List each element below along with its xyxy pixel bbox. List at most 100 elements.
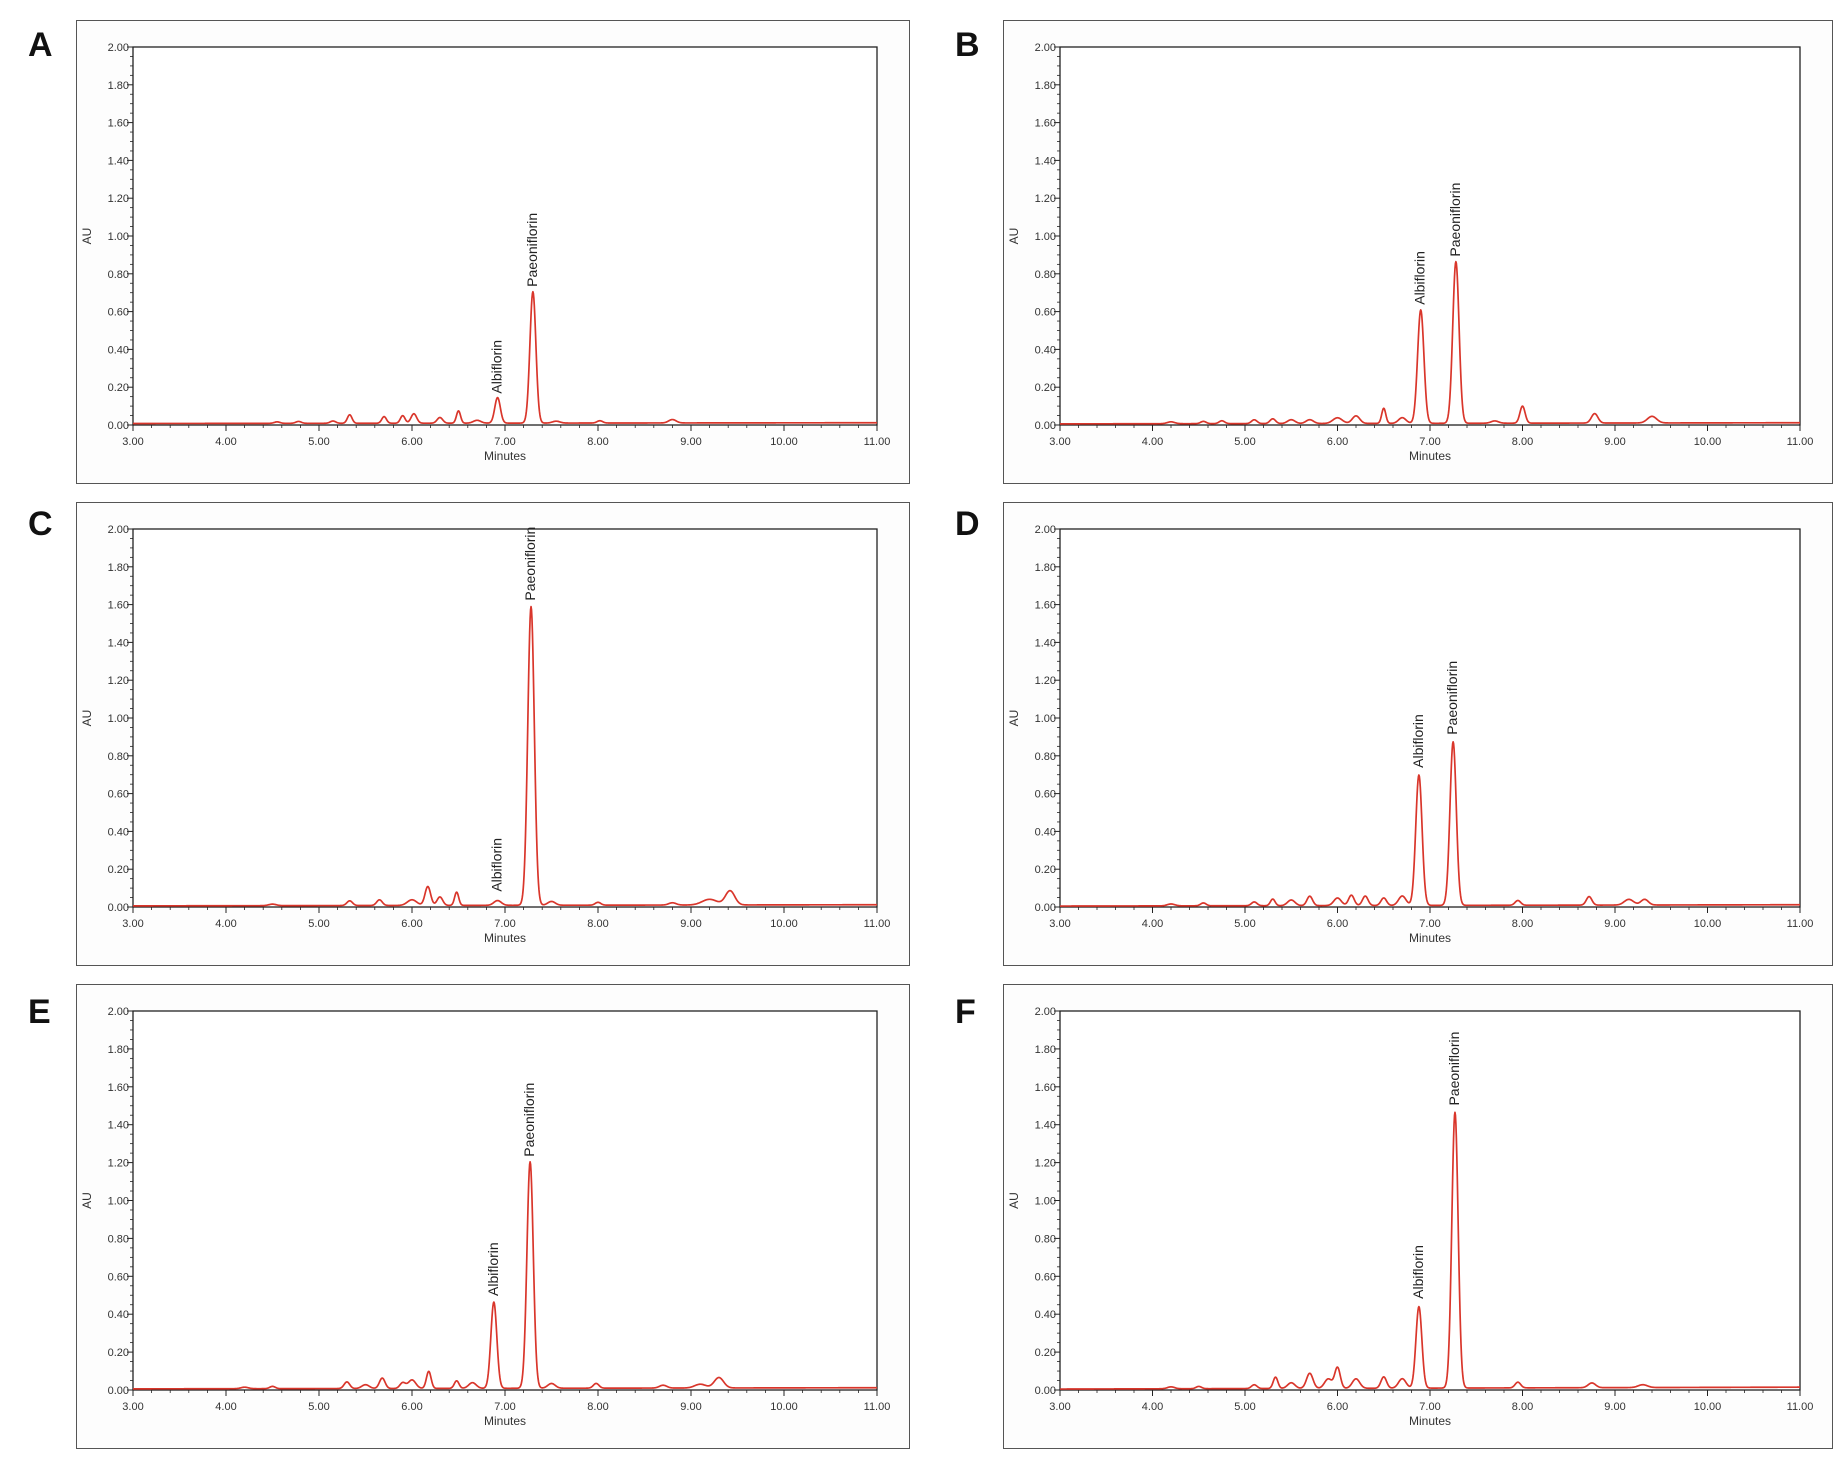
panel-label-f: F [955, 993, 976, 1031]
y-tick-label: 1.00 [108, 231, 129, 243]
x-tick-label: 4.00 [1142, 1401, 1163, 1413]
x-tick-label: 11.00 [864, 918, 891, 930]
plot-area [132, 528, 878, 908]
plot-area [1059, 46, 1801, 426]
x-tick-label: 9.00 [680, 918, 701, 930]
y-tick-label: 1.00 [1035, 1196, 1056, 1208]
y-tick-label: 0.80 [1035, 751, 1056, 763]
chromatogram-svg: 3.00 4.00 5.00 6.00 7.00 8.00 9.00 10.00 11.00 0.… [80, 42, 891, 463]
peak-annotation: Paeoniflorin [522, 527, 538, 601]
x-axis-label: Minutes [484, 1414, 526, 1428]
chromatogram-trace [1059, 741, 1801, 907]
x-tick-label: 6.00 [401, 1401, 422, 1413]
x-tick-label: 10.00 [770, 1401, 798, 1413]
x-tick-label: 10.00 [1694, 436, 1722, 448]
y-tick-label: 0.40 [108, 344, 129, 356]
y-tick-label: 2.00 [108, 1006, 129, 1018]
x-tick-label: 3.00 [122, 1401, 143, 1413]
chromatogram-trace [132, 605, 878, 907]
y-tick-label: 1.40 [1035, 155, 1056, 167]
chart-panel-b: 3.00 4.00 5.00 6.00 7.00 8.00 9.00 10.00 11.00 0.… [1003, 20, 1833, 484]
y-tick-label: 1.20 [1035, 1158, 1056, 1170]
y-tick-label: 1.60 [108, 118, 129, 130]
y-tick-label: 1.60 [108, 1082, 129, 1094]
x-tick-label: 11.00 [1787, 918, 1814, 930]
panel-label-c: C [28, 505, 53, 543]
y-tick-label: 0.80 [108, 1233, 129, 1245]
y-tick-label: 0.00 [108, 420, 129, 432]
y-tick-label: 0.20 [1035, 864, 1056, 876]
x-axis-label: Minutes [1409, 1414, 1451, 1428]
x-tick-label: 3.00 [1049, 1401, 1070, 1413]
y-tick-label: 1.40 [1035, 637, 1056, 649]
x-tick-label: 6.00 [1327, 436, 1348, 448]
y-tick-label: 2.00 [108, 42, 129, 54]
y-tick-label: 0.00 [1035, 420, 1056, 432]
y-tick-label: 1.60 [1035, 600, 1056, 612]
y-tick-label: 2.00 [1035, 524, 1056, 536]
y-tick-label: 0.20 [108, 864, 129, 876]
y-tick-label: 0.20 [108, 1347, 129, 1359]
plot-area [1059, 1010, 1801, 1391]
y-tick-label: 0.80 [1035, 1233, 1056, 1245]
y-tick-label: 0.40 [1035, 826, 1056, 838]
x-tick-label: 3.00 [1049, 436, 1070, 448]
x-axis-label: Minutes [1409, 449, 1451, 463]
y-tick-label: 0.60 [108, 307, 129, 319]
y-tick-label: 0.40 [1035, 344, 1056, 356]
y-axis-label: AU [80, 1192, 94, 1209]
y-tick-label: 1.80 [1035, 562, 1056, 574]
chart-panel-a: 3.00 4.00 5.00 6.00 7.00 8.00 9.00 10.00 11.00 0.… [76, 20, 910, 484]
x-tick-label: 5.00 [1234, 1401, 1255, 1413]
y-tick-label: 1.60 [108, 600, 129, 612]
y-tick-label: 0.20 [108, 382, 129, 394]
x-tick-label: 4.00 [215, 918, 236, 930]
y-tick-label: 1.80 [1035, 80, 1056, 92]
y-axis-label: AU [1007, 710, 1021, 727]
plot-area [132, 46, 878, 426]
y-tick-label: 0.00 [1035, 902, 1056, 914]
y-tick-label: 1.20 [108, 193, 129, 205]
peak-annotation: Paeoniflorin [1446, 1032, 1462, 1106]
y-axis-label: AU [80, 228, 94, 245]
peak-annotation: Albiflorin [489, 838, 505, 892]
y-tick-label: 0.60 [108, 789, 129, 801]
x-tick-label: 10.00 [1694, 918, 1722, 930]
x-axis-label: Minutes [484, 931, 526, 945]
chromatogram-svg: 3.00 4.00 5.00 6.00 7.00 8.00 9.00 10.00 11.00 0.… [1007, 524, 1814, 945]
x-tick-label: 3.00 [122, 436, 143, 448]
x-tick-label: 7.00 [494, 436, 515, 448]
y-tick-label: 1.80 [108, 1044, 129, 1056]
x-tick-label: 7.00 [1419, 1401, 1440, 1413]
x-tick-label: 7.00 [494, 918, 515, 930]
peak-annotation: Paeoniflorin [1447, 183, 1463, 257]
y-tick-label: 1.00 [108, 713, 129, 725]
peak-annotation: Albiflorin [489, 340, 505, 394]
chromatogram-trace [1059, 1111, 1801, 1390]
peak-annotation: Albiflorin [1410, 1245, 1426, 1299]
chromatogram-svg: 3.00 4.00 5.00 6.00 7.00 8.00 9.00 10.00 11.00 0.… [80, 524, 891, 945]
y-axis-label: AU [80, 710, 94, 727]
x-tick-label: 7.00 [494, 1401, 515, 1413]
x-tick-label: 8.00 [1512, 1401, 1533, 1413]
y-tick-label: 1.60 [1035, 118, 1056, 130]
y-tick-label: 1.40 [108, 1120, 129, 1132]
chromatogram-trace [132, 1160, 878, 1390]
x-tick-label: 11.00 [1787, 1401, 1814, 1413]
x-tick-label: 11.00 [864, 436, 891, 448]
x-tick-label: 3.00 [122, 918, 143, 930]
chromatogram-svg: 3.00 4.00 5.00 6.00 7.00 8.00 9.00 10.00 11.00 0.… [80, 1006, 890, 1428]
x-tick-label: 10.00 [1694, 1401, 1722, 1413]
y-tick-label: 1.80 [108, 80, 129, 92]
x-tick-label: 5.00 [1234, 436, 1255, 448]
chromatogram-svg: 3.00 4.00 5.00 6.00 7.00 8.00 9.00 10.00 11.00 0.… [1007, 1006, 1814, 1428]
y-tick-label: 0.20 [1035, 382, 1056, 394]
x-tick-label: 4.00 [1142, 918, 1163, 930]
y-tick-label: 0.00 [1035, 1385, 1056, 1397]
y-tick-label: 0.40 [108, 1309, 129, 1321]
x-tick-label: 6.00 [1327, 1401, 1348, 1413]
y-tick-label: 0.60 [1035, 307, 1056, 319]
y-tick-label: 1.80 [1035, 1044, 1056, 1056]
y-tick-label: 0.80 [1035, 269, 1056, 281]
chromatogram-trace [132, 290, 878, 425]
